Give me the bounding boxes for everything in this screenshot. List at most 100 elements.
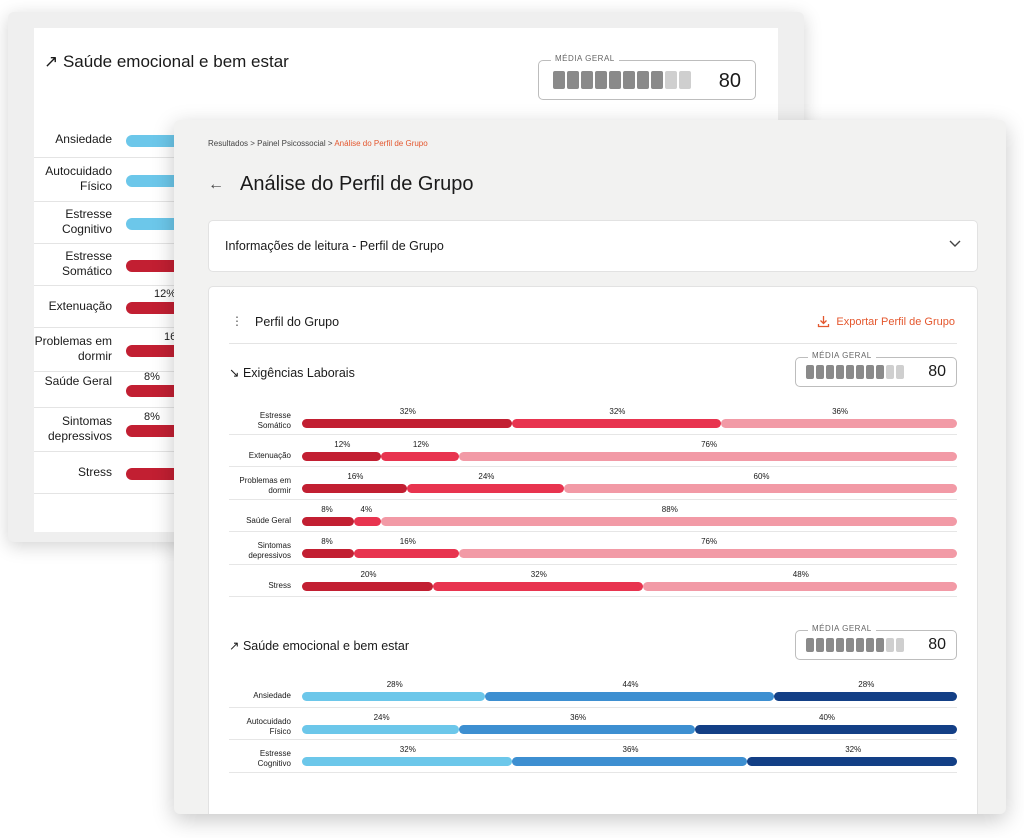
row-label: Autocuidado Físico [246,716,291,736]
media-meter-cell [581,71,593,89]
media-geral-label: MÉDIA GERAL [551,54,619,63]
row-segment-bar [302,581,433,591]
media-meter-cell [623,71,635,89]
row-segment-bar [302,419,512,428]
group-profile-panel: ⋮ Perfil do Grupo Exportar Perfil de Gru… [208,286,978,814]
profile-row: Estresse Somático 32% 32% 36% [229,401,957,435]
background-row-percent: 8% [144,371,160,383]
row-segment-bar [747,757,957,766]
download-icon [818,316,830,328]
export-button[interactable]: Exportar Perfil de Grupo [817,315,955,328]
row-segment-percent: 48% [792,569,809,579]
breadcrumb: Resultados > Painel Psicossocial > Análi… [208,139,428,148]
media-geral-label: MÉDIA GERAL [808,624,876,633]
background-row-label: Autocuidado Físico [45,164,112,193]
row-label: Estresse Cognitivo [257,749,291,768]
media-geral-meter [553,71,691,89]
profile-row: Saúde Geral 8% 4% 88% [229,499,957,532]
row-label: Saúde Geral [246,515,291,525]
row-segment-percent: 24% [478,472,495,481]
row-segment-percent: 16% [347,472,364,481]
media-geral-box: MÉDIA GERAL 80 [795,351,957,387]
background-row-percent: 12% [154,288,177,300]
media-meter-cell [816,638,824,652]
media-geral-label: MÉDIA GERAL [808,351,876,360]
row-label: Ansiedade [253,691,291,700]
row-segment-bar [721,419,957,428]
reading-info-accordion[interactable]: Informações de leitura - Perfil de Grupo [208,220,978,272]
row-segment-percent: 20% [360,569,377,579]
row-segment-percent: 76% [701,439,718,449]
row-segment-bar [380,516,957,526]
row-segment-bar [380,451,460,461]
media-meter-cell [637,71,649,89]
media-meter-cell [567,71,579,89]
row-segment-percent: 12% [412,439,429,449]
media-meter-cell [886,365,894,379]
media-meter-cell [856,638,864,652]
row-segment-bar [302,757,512,766]
background-row-label: Stress [77,464,112,479]
row-label: Stress [268,580,291,590]
breadcrumb-current: Análise do Perfil de Grupo [334,139,428,148]
chevron-down-icon[interactable] [949,237,961,251]
row-segment-bar [459,549,957,558]
media-meter-cell [846,638,854,652]
media-geral-meter [806,365,904,379]
row-segment-percent: 32% [399,407,416,416]
page-title: Análise do Perfil de Grupo [240,173,474,195]
breadcrumb-item-resultados[interactable]: Resultados > [208,139,255,148]
profile-row: Sintomas depressivos 8% 16% 76% [229,531,957,565]
media-meter-cell [651,71,663,89]
media-meter-cell [679,71,691,89]
row-segment-bar [302,692,486,701]
kebab-menu-icon[interactable]: ⋮ [231,314,243,328]
row-segment-bar [564,484,957,493]
media-meter-cell [806,365,814,379]
media-meter-cell [826,638,834,652]
back-arrow-icon[interactable]: ← [208,176,224,193]
row-segment-bar [773,692,957,701]
media-meter-cell [595,71,607,89]
media-geral-value: 80 [718,70,741,92]
media-meter-cell [806,638,814,652]
media-meter-cell [553,71,565,89]
profile-row: Estresse Cognitivo 32% 36% 32% [229,739,957,773]
section-title: ↘ Exigências Laborais [229,366,355,380]
row-segment-bar [302,451,381,461]
row-segment-bar [302,724,460,734]
breadcrumb-item-painel[interactable]: Painel Psicossocial > [257,139,333,148]
background-row-label: Estresse Somático [61,249,112,278]
row-segment-bar [511,419,722,428]
row-segment-percent: 32% [530,569,547,579]
background-row-label: Ansiedade [55,131,112,146]
row-segment-percent: 16% [399,537,416,546]
accordion-title: Informações de leitura - Perfil de Grupo [225,239,444,253]
row-segment-percent: 32% [845,745,862,754]
row-segment-percent: 36% [832,407,849,416]
row-segment-percent: 60% [753,472,770,481]
row-segment-percent: 12% [334,439,351,449]
background-section-title: ↗ Saúde emocional e bem estar [44,52,289,71]
row-segment-bar [302,516,355,526]
media-geral-value: 80 [928,636,946,653]
background-row-percent: 16 [164,331,177,343]
row-segment-bar [354,549,460,558]
row-label: Estresse Somático [257,411,291,430]
media-meter-cell [876,365,884,379]
row-segment-percent: 24% [373,712,390,722]
background-row-label: Saúde Geral [44,374,112,388]
background-row-label: Extenuação [48,298,112,313]
row-segment-percent: 4% [360,504,373,514]
media-meter-cell [609,71,621,89]
row-segment-bar [354,516,381,526]
row-segment-percent: 32% [609,407,626,416]
row-segment-bar [459,724,695,734]
profile-row: Stress 20% 32% 48% [229,564,957,597]
row-segment-bar [302,484,407,493]
media-meter-cell [876,638,884,652]
media-meter-cell [886,638,894,652]
media-geral-box: MÉDIA GERAL 80 [538,54,756,100]
background-row-label: Problemas em dormir [34,334,112,363]
row-label: Problemas em dormir [239,476,291,495]
